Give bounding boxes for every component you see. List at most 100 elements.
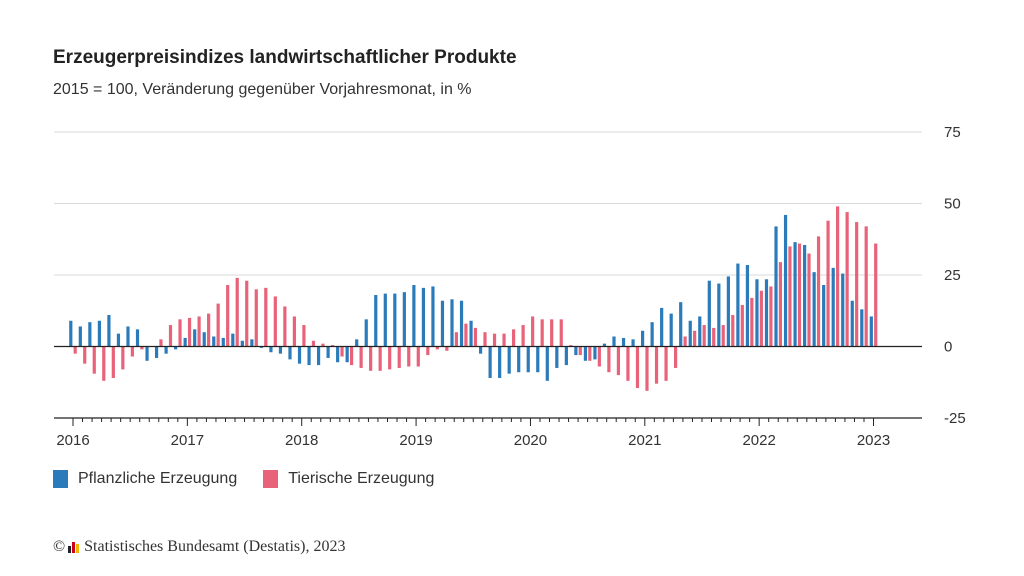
bar-pflanzliche xyxy=(669,313,673,347)
bar-tierische xyxy=(483,332,487,347)
x-tick-label: 2017 xyxy=(171,432,204,449)
y-tick-label: 50 xyxy=(944,196,961,213)
bar-pflanzliche xyxy=(88,322,92,347)
bar-pflanzliche xyxy=(621,337,626,347)
bar-pflanzliche xyxy=(126,326,130,347)
bar-pflanzliche xyxy=(431,286,435,347)
bar-pflanzliche xyxy=(583,346,588,361)
bar-tierische xyxy=(435,346,439,350)
bar-tierische xyxy=(816,236,821,347)
bar-pflanzliche xyxy=(764,279,769,347)
bar-tierische xyxy=(245,280,249,347)
bar-pflanzliche xyxy=(822,285,826,347)
bar-tierische xyxy=(178,319,182,347)
bar-tierische xyxy=(321,343,325,347)
bar-pflanzliche xyxy=(316,346,321,366)
legend-item-tierische[interactable]: Tierische Erzeugung xyxy=(263,470,434,488)
bar-tierische xyxy=(102,346,106,381)
bar-pflanzliche xyxy=(860,309,864,347)
bar-pflanzliche xyxy=(812,272,816,347)
bar-pflanzliche xyxy=(841,273,845,347)
bar-tierische xyxy=(626,346,630,381)
x-tick-label: 2023 xyxy=(857,432,890,449)
bar-pflanzliche xyxy=(641,330,645,347)
bar-tierische xyxy=(569,345,573,347)
bar-pflanzliche xyxy=(97,320,101,347)
bar-tierische xyxy=(273,296,277,347)
bar-tierische xyxy=(750,297,754,347)
bar-pflanzliche xyxy=(116,333,121,347)
bar-pflanzliche xyxy=(212,336,216,347)
bar-tierische xyxy=(349,346,354,366)
bar-pflanzliche xyxy=(78,326,82,347)
bar-pflanzliche xyxy=(145,346,149,361)
bar-tierische xyxy=(330,345,335,347)
x-tick-label: 2019 xyxy=(399,432,432,449)
bar-tierische xyxy=(369,346,373,371)
bar-pflanzliche xyxy=(269,346,273,353)
bar-pflanzliche xyxy=(259,346,263,348)
bar-tierische xyxy=(416,346,420,367)
destatis-logo-icon xyxy=(68,541,80,553)
bar-pflanzliche xyxy=(364,319,368,347)
bar-pflanzliche xyxy=(498,346,502,378)
bar-pflanzliche xyxy=(164,346,168,354)
copyright-icon: © xyxy=(53,538,66,555)
bar-pflanzliche xyxy=(107,315,111,347)
bar-pflanzliche xyxy=(593,346,597,360)
bar-tierische xyxy=(159,339,163,347)
chart-title: Erzeugerpreisindizes landwirtschaftliche… xyxy=(53,47,517,68)
bar-pflanzliche xyxy=(555,346,559,368)
bar-tierische xyxy=(559,319,563,347)
bar-pflanzliche xyxy=(345,346,349,363)
bar-tierische xyxy=(426,346,430,356)
bar-pflanzliche xyxy=(736,263,740,347)
bar-tierische xyxy=(788,246,792,347)
bar-pflanzliche xyxy=(783,214,788,347)
bar-tierische xyxy=(121,346,125,370)
bar-pflanzliche xyxy=(545,346,549,381)
bar-pflanzliche xyxy=(240,340,244,347)
bar-tierische xyxy=(578,346,582,356)
bar-pflanzliche xyxy=(469,320,473,347)
bar-tierische xyxy=(607,346,611,373)
bar-tierische xyxy=(645,346,649,391)
bar-pflanzliche xyxy=(174,346,178,350)
bar-tierische xyxy=(283,306,287,347)
bar-tierische xyxy=(207,313,211,347)
bar-tierische xyxy=(845,212,849,347)
bar-tierische xyxy=(769,286,773,347)
bar-tierische xyxy=(197,316,201,347)
bar-pflanzliche xyxy=(850,300,854,347)
bar-tierische xyxy=(140,346,144,350)
bar-tierische xyxy=(874,243,878,347)
bar-tierische xyxy=(550,319,554,347)
bar-pflanzliche xyxy=(193,329,197,347)
bar-pflanzliche xyxy=(297,346,302,364)
bar-tierische xyxy=(388,346,392,370)
bar-pflanzliche xyxy=(459,300,464,347)
bar-pflanzliche xyxy=(307,346,311,366)
bar-pflanzliche xyxy=(526,346,530,373)
legend-item-pflanzliche[interactable]: Pflanzliche Erzeugung xyxy=(53,470,237,488)
bar-tierische xyxy=(511,329,516,347)
y-tick-label: -25 xyxy=(944,410,966,427)
bar-tierische xyxy=(740,305,744,347)
bar-pflanzliche xyxy=(726,276,730,347)
bar-tierische xyxy=(292,316,296,347)
bar-pflanzliche xyxy=(393,293,397,347)
bar-pflanzliche xyxy=(154,346,159,358)
chart-subtitle: 2015 = 100, Veränderung gegenüber Vorjah… xyxy=(53,81,472,98)
y-tick-label: 25 xyxy=(944,267,961,284)
bar-pflanzliche xyxy=(745,264,750,347)
bar-tierische xyxy=(531,316,535,347)
x-tick-label: 2022 xyxy=(742,432,775,449)
x-tick-label: 2020 xyxy=(514,432,547,449)
bar-tierische xyxy=(302,325,306,347)
bar-tierische xyxy=(73,346,77,354)
bar-tierische xyxy=(693,330,697,347)
bar-tierische xyxy=(235,277,239,347)
source-credit: © Statistisches Bundesamt (Destatis), 20… xyxy=(53,538,345,556)
bar-tierische xyxy=(340,346,344,357)
bar-pflanzliche xyxy=(202,332,206,347)
